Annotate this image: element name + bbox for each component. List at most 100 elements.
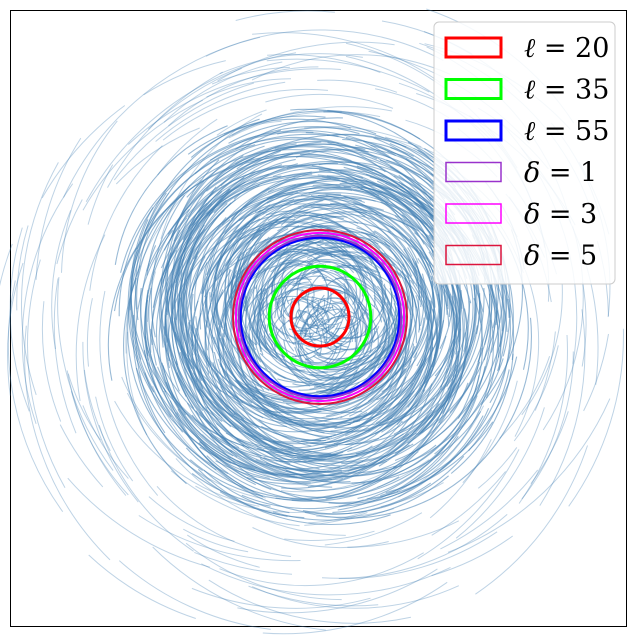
background-arc [185,447,389,500]
background-arc [228,211,420,287]
background-arc [168,66,319,127]
background-arc [0,243,13,287]
background-arc [284,319,298,341]
background-arc [462,380,518,484]
background-arc [266,185,389,203]
background-arc [415,295,421,333]
background-arc [278,259,326,281]
background-arc [380,201,448,307]
background-arc [342,138,414,157]
background-arc [377,318,386,349]
background-arc [208,579,412,624]
background-arc [333,295,455,445]
background-arc [146,138,378,276]
background-arc [212,294,247,378]
background-arc [249,434,320,470]
ring-ell-35 [267,264,373,370]
background-arc [317,270,356,316]
background-arc [89,145,163,291]
background-arc [246,391,322,415]
background-arc [171,241,203,366]
background-arc [167,164,282,397]
background-arc [160,113,263,239]
background-arc [118,560,271,630]
background-arc [82,405,129,479]
background-arc [183,528,249,553]
ring-ell-55 [238,235,402,399]
background-arc [217,358,343,422]
background-arc [344,293,491,446]
background-arc [266,58,430,93]
background-arc [431,471,506,536]
background-arc [521,283,563,416]
background-arc [87,164,114,225]
background-arc [237,251,281,376]
background-arc [581,282,587,367]
background-arc [284,285,290,305]
background-arc [283,339,311,381]
background-arc [298,340,387,391]
legend-label: ℓ = 35 [524,75,609,106]
background-arc [263,401,387,426]
background-arc [307,251,355,274]
background-arc [24,325,111,561]
background-arc [228,120,377,144]
background-arc [248,288,276,359]
legend-label: δ = 1 [524,158,597,189]
background-arc [280,451,419,493]
background-arc [175,361,221,432]
background-arc [255,260,381,296]
background-arc [53,278,77,434]
background-arc [267,206,376,235]
background-arc [258,419,312,447]
background-arc [220,337,368,425]
background-arc [252,527,389,549]
background-arc [163,326,397,474]
background-arc [345,136,440,188]
background-arc [230,182,341,220]
background-arc [205,29,444,61]
background-arc [450,353,514,474]
background-arc [306,274,322,329]
background-arc [277,215,348,232]
background-arc [265,263,292,315]
ring-delta-5 [232,229,408,405]
background-arc [251,265,294,372]
background-arc [21,162,59,396]
background-arc [241,312,402,401]
background-arc [345,270,461,446]
background-arc [156,366,343,463]
background-arc [415,260,422,308]
background-arc [126,392,263,500]
background-arc [307,383,433,488]
background-arc [299,298,318,319]
legend-box [433,21,616,285]
background-arc [241,366,486,510]
background-arc [187,534,260,568]
background-arc [204,171,312,308]
background-arc [170,470,300,527]
background-arc [127,68,341,145]
background-arc [369,283,387,325]
background-arc [99,290,159,496]
background-arc [316,203,392,233]
background-arc [236,438,345,452]
background-arc [440,469,539,550]
background-arc [67,373,102,441]
background-arc [185,171,256,331]
background-arc [192,326,365,467]
legend-label: δ = 3 [524,199,597,230]
background-arc [468,369,510,452]
background-arc [302,455,465,515]
legend-swatch [444,119,503,142]
background-arc [353,202,441,388]
background-arc [286,277,305,284]
background-arc [211,66,290,85]
background-arc [276,299,286,326]
background-arc [393,350,459,435]
background-arc [187,118,351,155]
background-arc [176,412,432,515]
background-arc [150,329,212,425]
background-arc [318,195,450,327]
